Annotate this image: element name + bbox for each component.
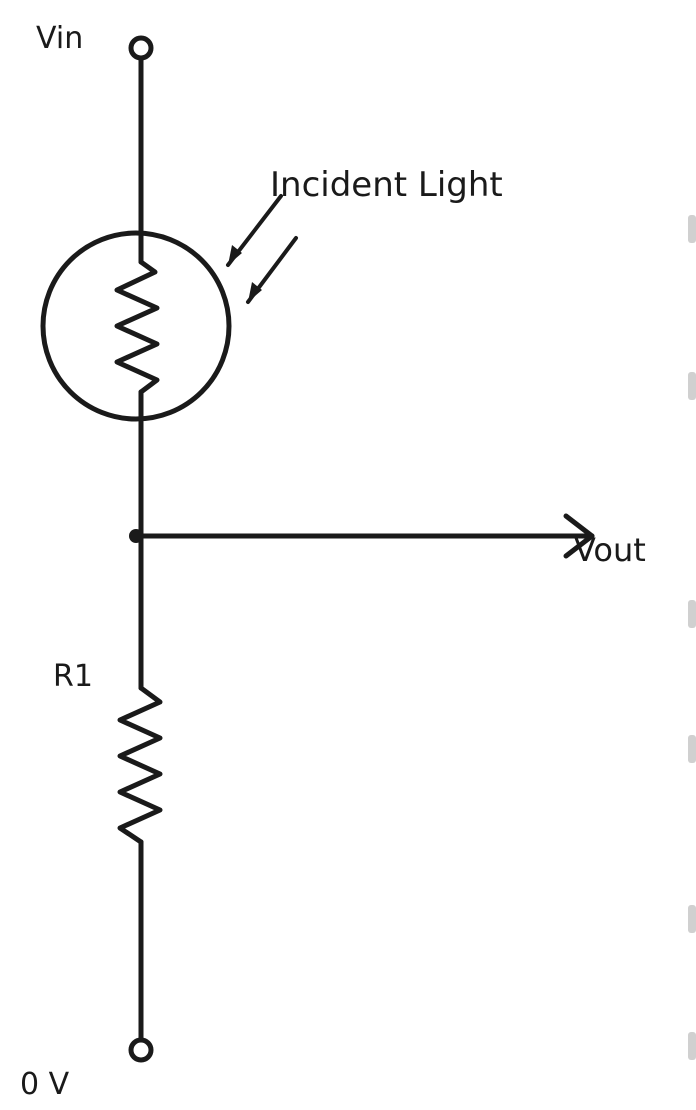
ground-label: 0 V [20,1067,70,1102]
ground-terminal [128,1037,154,1063]
output-arrow-icon [563,513,595,559]
photoresistor-zigzag [114,259,160,395]
photoresistor-circle [40,230,232,422]
r1-zigzag [117,685,163,845]
r1-label: R1 [53,659,93,694]
vin-label: Vin [36,21,83,56]
light-arrows-icon [226,194,298,304]
right-edge-marks [688,215,696,1060]
vout-label: Vout [574,531,646,569]
incident-light-label: Incident Light [270,165,503,205]
vin-terminal [128,35,154,61]
